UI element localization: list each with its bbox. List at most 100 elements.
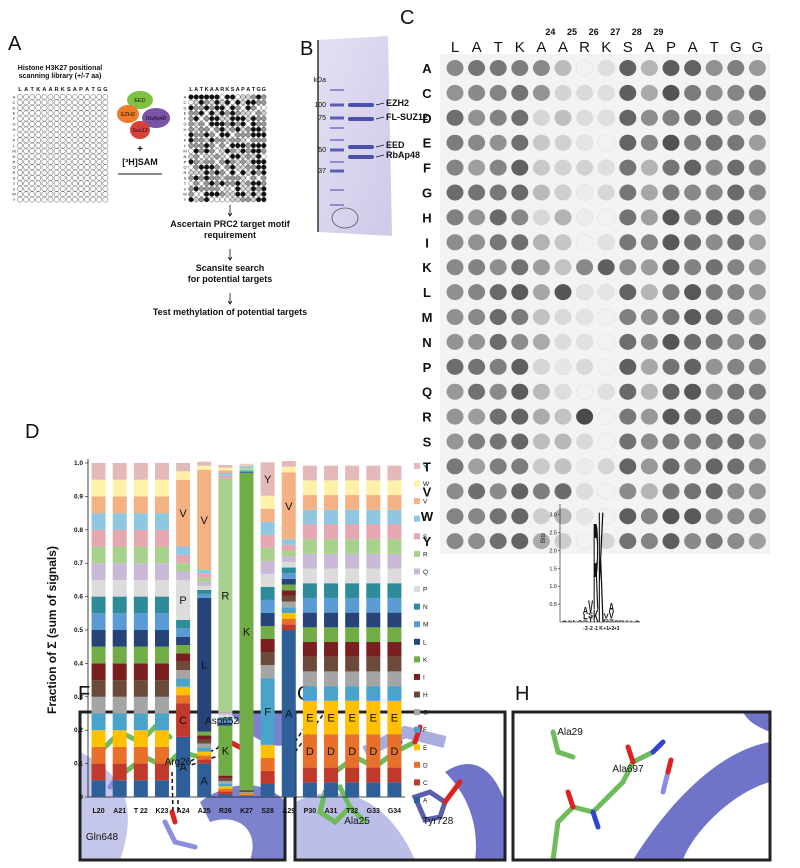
legend-label: C	[423, 780, 428, 787]
library-spot	[250, 175, 257, 181]
row-letter: S	[423, 435, 432, 450]
library-spot	[198, 110, 205, 116]
row-letter: N	[13, 154, 16, 159]
blot-spot	[532, 333, 550, 350]
bar-segment	[218, 714, 233, 718]
bar-segment	[345, 539, 360, 554]
library-spot	[224, 115, 231, 122]
sequence-letter: T	[252, 87, 256, 93]
bar-segment	[154, 579, 169, 597]
library-spot	[59, 137, 66, 143]
library-spot	[188, 164, 194, 170]
library-spot	[250, 126, 257, 132]
panel-label: H	[515, 683, 529, 705]
library-spot	[256, 153, 262, 160]
blot-spot	[640, 483, 658, 500]
blot-spot	[576, 159, 594, 176]
library-spot	[209, 105, 215, 111]
library-spot	[230, 197, 236, 203]
sequence-letter: T	[31, 87, 35, 93]
library-spot	[53, 110, 60, 116]
blot-spot	[468, 209, 486, 226]
bar-segment	[197, 461, 212, 466]
library-spot	[256, 132, 262, 138]
library-spot	[23, 105, 29, 111]
flow-step: Test methylation of potential targets	[153, 307, 307, 317]
segment-label: D	[390, 746, 398, 758]
blot-spot	[662, 309, 680, 325]
library-spot	[214, 137, 220, 143]
bar-segment	[176, 628, 191, 637]
blot-spot	[446, 109, 464, 126]
library-spot	[235, 143, 241, 149]
x-tick-label: L20	[93, 808, 105, 815]
flow-step: Ascertain PRC2 target motif	[170, 219, 291, 229]
bar-segment	[133, 546, 148, 564]
bar-segment	[387, 612, 402, 628]
library-spot	[66, 110, 72, 116]
library-spot	[59, 191, 66, 197]
library-spot	[219, 197, 225, 203]
bar-segment	[112, 763, 127, 781]
blot-spot	[575, 333, 594, 351]
library-spot	[204, 137, 210, 143]
library-spot	[224, 191, 231, 197]
blot-spot	[662, 533, 680, 550]
blot-spot	[489, 60, 507, 76]
bar-segment	[302, 642, 317, 657]
bar-segment	[218, 794, 233, 797]
blot-spot	[446, 84, 464, 101]
ladder-band	[330, 89, 344, 91]
library-spot	[209, 110, 215, 116]
sequence-letter: G	[103, 87, 107, 93]
blot-spot	[597, 483, 615, 500]
blot-spot	[619, 433, 637, 450]
segment-label: E	[391, 713, 398, 725]
segment-label: K	[222, 746, 230, 758]
library-spot	[90, 169, 96, 176]
library-spot	[41, 196, 48, 203]
library-spot	[29, 94, 36, 100]
library-spot	[209, 153, 215, 160]
library-spot	[261, 170, 267, 176]
blot-spot	[705, 259, 723, 276]
library-spot	[230, 180, 236, 187]
bar-segment	[302, 568, 317, 584]
bar-segment	[239, 471, 254, 473]
bar-segment	[176, 736, 191, 797]
bar-segment	[302, 524, 317, 540]
protein-band	[348, 155, 374, 159]
library-spot	[230, 164, 236, 170]
blot-spot	[554, 483, 572, 500]
bar-segment	[387, 480, 402, 496]
bar-segment	[302, 656, 317, 672]
blot-spot	[554, 284, 572, 301]
library-spot	[66, 180, 72, 187]
bar-segment	[112, 496, 127, 514]
library-spot	[90, 115, 96, 122]
blot-spot	[554, 60, 572, 76]
library-spot	[66, 121, 72, 127]
blot-spot	[511, 483, 529, 500]
row-letter: R	[13, 170, 16, 175]
segment-label: D	[306, 746, 314, 758]
legend-label: E	[423, 745, 428, 752]
legend-label: K	[423, 657, 428, 664]
bar-segment	[260, 560, 275, 574]
bar-segment	[197, 743, 212, 748]
y-tick-label: 2.0	[549, 548, 557, 554]
bar-segment	[154, 496, 169, 514]
library-spot	[198, 164, 205, 170]
library-spot	[35, 126, 42, 133]
blot-spot	[446, 508, 464, 525]
blot-spot	[446, 483, 464, 500]
legend-swatch	[414, 797, 420, 803]
blot-spot	[705, 358, 723, 375]
library-spot	[90, 158, 96, 165]
library-spot	[188, 126, 194, 132]
library-spot	[240, 94, 246, 100]
library-spot	[102, 185, 109, 192]
library-spot	[96, 185, 103, 192]
library-spot	[78, 142, 84, 149]
library-spot	[84, 131, 90, 138]
